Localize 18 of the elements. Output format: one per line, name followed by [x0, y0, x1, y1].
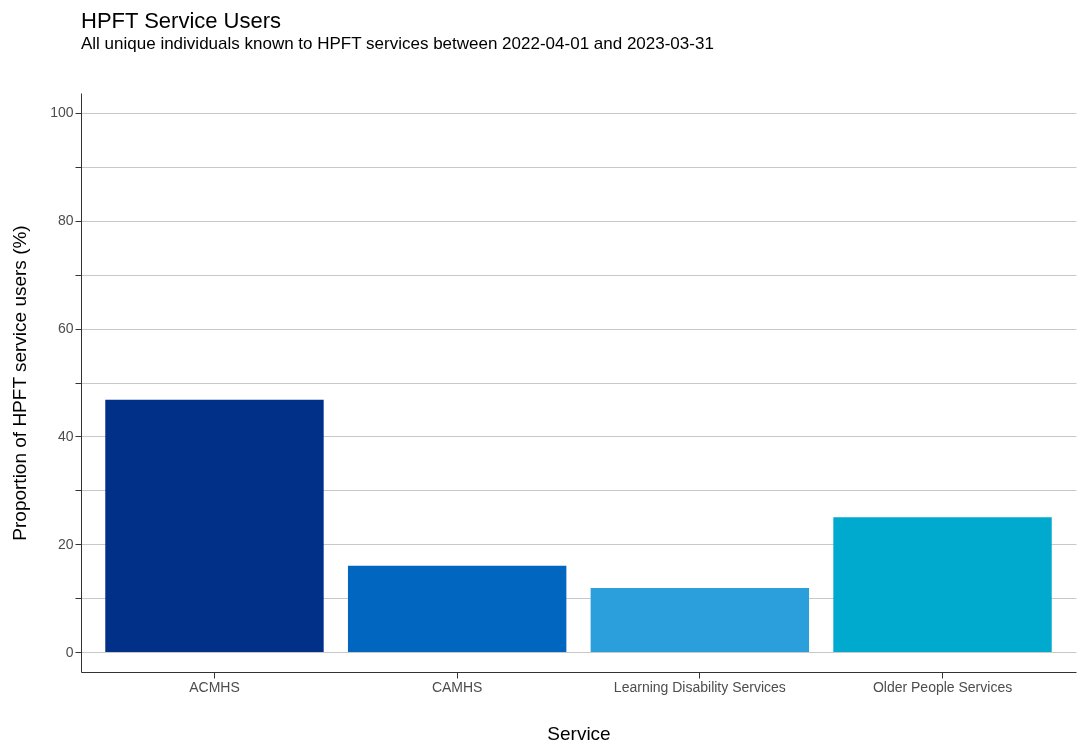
chart-subtitle: All unique individuals known to HPFT services between 2022-04-01 and 2023-03-31: [81, 34, 714, 53]
chart-title: HPFT Service Users: [81, 8, 282, 33]
y-axis-title: Proportion of HPFT service users (%): [9, 225, 31, 541]
x-axis-title: Service: [547, 722, 611, 744]
x-tick-label: Older People Services: [872, 678, 1013, 695]
y-tick-label: 0: [65, 643, 74, 660]
y-tick-label: 20: [57, 535, 74, 552]
bar: [347, 565, 567, 653]
bar: [590, 587, 810, 653]
x-tick-label: CAMHS: [431, 678, 483, 695]
y-tick-label: 100: [50, 104, 74, 121]
x-tick-label: ACMHS: [189, 678, 240, 695]
x-tick-label: Learning Disability Services: [613, 678, 786, 695]
bar: [105, 399, 324, 653]
y-tick-label: 40: [57, 427, 74, 444]
y-tick-label: 60: [57, 320, 74, 337]
bar: [833, 517, 1052, 653]
y-tick-label: 80: [57, 212, 74, 229]
